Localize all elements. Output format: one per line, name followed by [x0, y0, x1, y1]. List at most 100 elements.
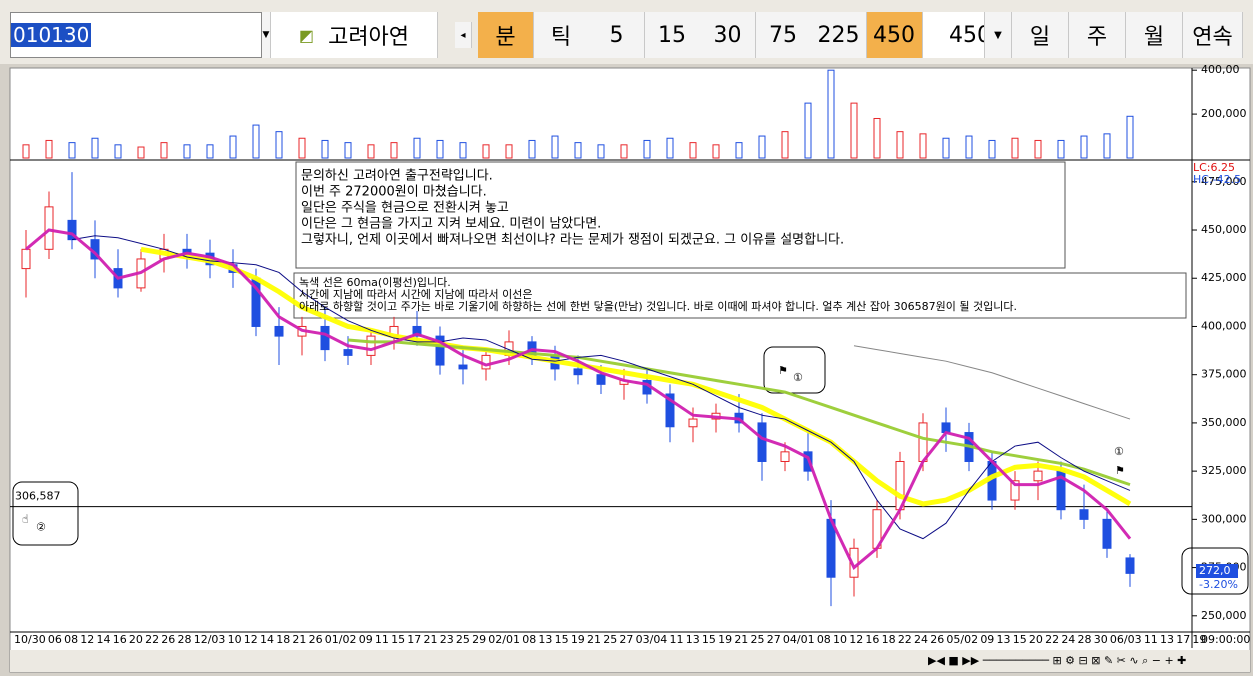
- x-tick-label: 19: [1192, 633, 1206, 646]
- x-tick-label: 28: [178, 633, 192, 646]
- volume-bar: [137, 146, 145, 159]
- volume-bar: [114, 144, 122, 159]
- x-tick-label: 25: [456, 633, 470, 646]
- x-tick-label: 21: [587, 633, 601, 646]
- volume-bar: [643, 139, 651, 159]
- y-tick-label: 325,000: [1201, 464, 1247, 477]
- code-dropdown[interactable]: ▼: [262, 12, 271, 58]
- x-tick-label: 08: [522, 633, 536, 646]
- x-tick-label: 20: [1029, 633, 1043, 646]
- y-tick-label: 375,000: [1201, 368, 1247, 381]
- candle-body: [21, 248, 31, 270]
- code-text: 010130: [11, 23, 92, 47]
- x-tick-label: 08: [817, 633, 831, 646]
- x-tick-label: 09: [980, 633, 994, 646]
- hc-label: HC:-42.5: [1193, 173, 1241, 186]
- marker-label: ①: [793, 371, 803, 384]
- interval-button[interactable]: 225: [811, 12, 867, 58]
- x-tick-label: 14: [260, 633, 274, 646]
- volume-bar: [252, 124, 260, 159]
- volume-bar: [597, 144, 605, 159]
- x-tick-label: 22: [1045, 633, 1059, 646]
- volume-bar: [712, 144, 720, 159]
- code-input[interactable]: 010130: [10, 12, 262, 58]
- time-label: 09:00:00: [1201, 633, 1250, 646]
- toolbar: 010130 ▼ ◩고려아연 ◂ 450 ▼ 분틱5153075225450일주…: [0, 0, 1253, 64]
- x-tick-label: 25: [603, 633, 617, 646]
- interval-button[interactable]: 75: [755, 12, 812, 58]
- period-input[interactable]: 450: [921, 12, 985, 58]
- scroll-controls[interactable]: ▶◀ ■ ▶▶ ────────── ⊞ ⚙ ⊟ ⊠ ✎ ✂ ∿ ⌕ − + ✚: [928, 654, 1186, 667]
- x-tick-label: 26: [309, 633, 323, 646]
- interval-button[interactable]: 분: [478, 12, 534, 58]
- x-tick-label: 24: [1061, 633, 1075, 646]
- y-tick-label: 350,000: [1201, 416, 1247, 429]
- x-tick-label: 28: [1078, 633, 1092, 646]
- volume-bar: [275, 131, 283, 159]
- volume-bar: [574, 142, 582, 159]
- stock-name[interactable]: ◩ 고려아연: [271, 12, 438, 58]
- stock-name-text: 고려아연: [328, 25, 410, 50]
- interval-button[interactable]: 450: [866, 12, 923, 58]
- period-dropdown[interactable]: ▼: [985, 12, 1012, 58]
- x-tick-label: 14: [97, 633, 111, 646]
- x-tick-label: 18: [882, 633, 896, 646]
- interval-button[interactable]: 15: [644, 12, 701, 58]
- volume-bar: [896, 131, 904, 159]
- x-tick-label: 17: [407, 633, 421, 646]
- interval-button[interactable]: 5: [589, 12, 645, 58]
- volume-bar: [482, 144, 490, 159]
- x-tick-label: 02/01: [488, 633, 520, 646]
- marker-box: [1181, 547, 1249, 595]
- volume-bar: [160, 142, 168, 159]
- volume-bar: [873, 117, 881, 159]
- volume-bar: [850, 102, 858, 159]
- stock-icon: ◩: [298, 25, 315, 45]
- x-tick-label: 10/30: [14, 633, 46, 646]
- note-text: 문의하신 고려아연 출구전략입니다.: [301, 169, 493, 184]
- moving-average: [71, 235, 1131, 540]
- chart: ▶◀ ■ ▶▶ ────────── ⊞ ⚙ ⊟ ⊠ ✎ ✂ ∿ ⌕ − + ✚…: [9, 64, 1251, 673]
- last-price: 272,0: [1199, 564, 1231, 577]
- y-tick-label: 425,000: [1201, 271, 1247, 284]
- period-button[interactable]: 일: [1012, 12, 1069, 58]
- volume-bar: [367, 144, 375, 159]
- candle-body: [688, 418, 698, 428]
- period-button[interactable]: 월: [1126, 12, 1183, 58]
- volume-bar: [1034, 139, 1042, 159]
- candle-body: [320, 325, 330, 351]
- scroll-bar: [10, 650, 1250, 672]
- note-box: [295, 161, 1066, 269]
- x-tick-label: 15: [555, 633, 569, 646]
- volume-bar: [298, 137, 306, 159]
- period-button[interactable]: 주: [1069, 12, 1126, 58]
- volume-bar: [804, 102, 812, 159]
- x-tick-label: 12/03: [194, 633, 226, 646]
- interval-button[interactable]: 30: [700, 12, 756, 58]
- x-tick-label: 21: [734, 633, 748, 646]
- prev-button[interactable]: ◂: [455, 22, 472, 48]
- candle-body: [780, 451, 790, 462]
- x-tick-label: 19: [718, 633, 732, 646]
- moving-average: [140, 246, 1132, 507]
- x-tick-label: 12: [849, 633, 863, 646]
- volume-bar: [620, 144, 628, 159]
- y-tick-label: 450,000: [1201, 223, 1247, 236]
- x-tick-label: 11: [375, 633, 389, 646]
- x-tick-label: 09: [359, 633, 373, 646]
- period-button[interactable]: 연속: [1183, 12, 1243, 58]
- marker-label: ①: [1114, 445, 1124, 458]
- price-line-label: 306,587: [15, 490, 61, 503]
- interval-button[interactable]: 틱: [533, 12, 590, 58]
- moving-average: [853, 345, 1131, 420]
- volume-bar: [528, 139, 536, 159]
- chart-frame: [9, 67, 1251, 673]
- note-text: 아래로 하향할 것이고 주가는 바로 기울기에 하향하는 선에 한번 닿을(만남…: [299, 299, 1017, 313]
- flag-icon: ⚑: [1115, 464, 1125, 477]
- moving-average: [347, 338, 1131, 487]
- y-tick-label: 300,000: [1201, 512, 1247, 525]
- note-box: [293, 272, 1187, 319]
- volume-bar: [689, 142, 697, 159]
- volume-tick-label: 400,00: [1201, 64, 1240, 76]
- volume-bar: [91, 137, 99, 159]
